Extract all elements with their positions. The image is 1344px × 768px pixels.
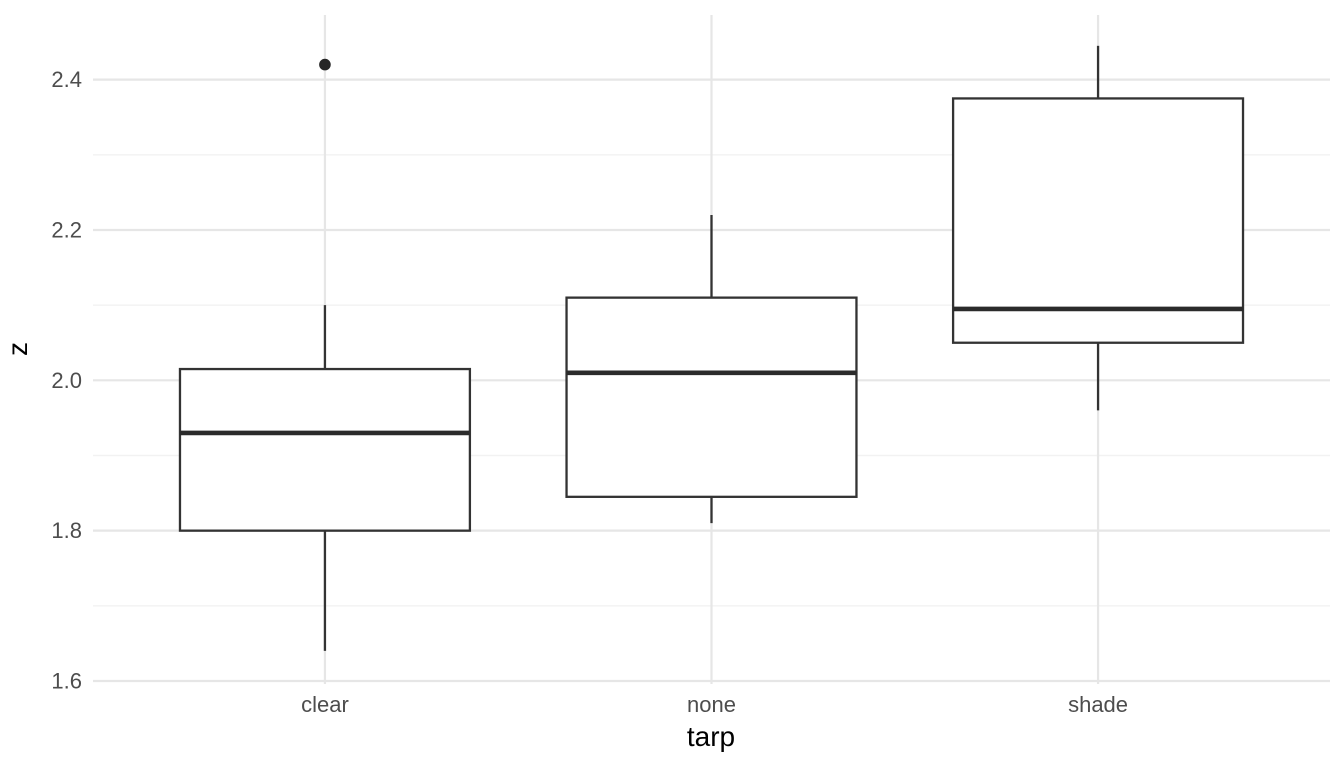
y-tick-label: 2.4	[51, 67, 82, 92]
y-tick-label: 2.2	[51, 217, 82, 242]
y-axis-title: z	[2, 342, 33, 356]
box-layer	[178, 45, 1245, 651]
y-tick-label: 1.6	[51, 668, 82, 693]
outlier-point	[319, 58, 331, 71]
y-tick-label: 1.8	[51, 518, 82, 543]
axis-layer: 1.6 1.8 2.0 2.2 2.4 clear none shade	[51, 67, 1128, 717]
iqr-box	[951, 97, 1245, 344]
boxplot-none	[565, 214, 858, 524]
iqr-box	[565, 296, 858, 498]
iqr-box	[178, 367, 472, 532]
boxplot-clear	[178, 58, 472, 651]
boxplot-shade	[951, 45, 1245, 411]
x-axis-title: tarp	[687, 721, 735, 752]
y-tick-label: 2.0	[51, 368, 82, 393]
x-tick-label: none	[687, 692, 736, 717]
x-tick-label: clear	[301, 692, 349, 717]
x-tick-label: shade	[1068, 692, 1128, 717]
